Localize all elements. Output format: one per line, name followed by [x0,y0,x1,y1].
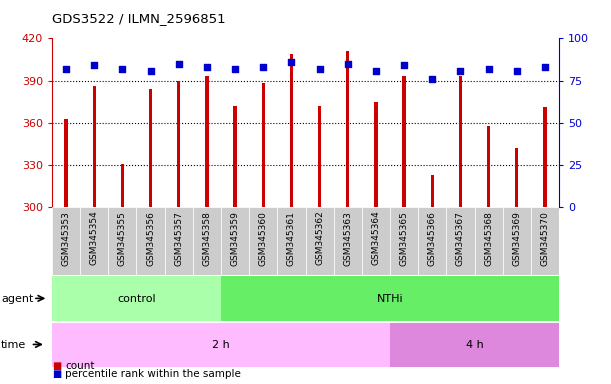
Point [512,68,522,74]
Text: GSM345353: GSM345353 [62,211,70,266]
Bar [318,106,321,207]
Text: count: count [65,361,95,371]
Text: GSM345370: GSM345370 [541,211,549,266]
Bar [515,148,519,207]
Bar [233,106,236,207]
Text: control: control [117,293,156,304]
Text: percentile rank within the sample: percentile rank within the sample [65,369,241,379]
Text: GSM345363: GSM345363 [343,211,353,266]
Point [258,64,268,70]
Point [428,76,437,82]
Bar [543,108,547,207]
Point [399,62,409,68]
Point [343,61,353,67]
Text: GSM345356: GSM345356 [146,211,155,266]
Bar [390,323,559,367]
Bar [431,175,434,207]
Text: GSM345360: GSM345360 [258,211,268,266]
Bar [503,207,531,275]
Point [540,64,550,70]
Bar [193,207,221,275]
Point [230,66,240,72]
Point [89,62,99,68]
Text: GSM345368: GSM345368 [484,211,493,266]
Bar [346,51,349,207]
Bar [52,207,80,275]
Bar [249,207,277,275]
Text: GSM345359: GSM345359 [230,211,240,266]
Bar [447,207,475,275]
Bar [149,89,152,207]
Bar [334,207,362,275]
Bar [205,76,208,207]
Text: GSM345355: GSM345355 [118,211,127,266]
Bar [375,102,378,207]
Point [145,68,155,74]
Text: GSM345357: GSM345357 [174,211,183,266]
Bar [92,86,96,207]
Text: ■: ■ [52,361,61,371]
Bar [262,83,265,207]
Bar [221,207,249,275]
Bar [403,76,406,207]
Text: GDS3522 / ILMN_2596851: GDS3522 / ILMN_2596851 [52,12,225,25]
Text: 4 h: 4 h [466,339,483,350]
Bar [164,207,193,275]
Bar [418,207,447,275]
Bar [459,76,462,207]
Bar [290,54,293,207]
Text: GSM345362: GSM345362 [315,211,324,265]
Text: agent: agent [1,293,34,304]
Bar [52,276,221,321]
Point [174,61,184,67]
Bar [108,207,136,275]
Point [484,66,494,72]
Bar [177,81,180,207]
Text: 2 h: 2 h [212,339,230,350]
Point [456,68,466,74]
Bar [487,126,490,207]
Text: GSM345369: GSM345369 [512,211,521,266]
Bar [277,207,306,275]
Bar [306,207,334,275]
Bar [221,276,559,321]
Bar [136,207,164,275]
Point [287,59,296,65]
Text: GSM345361: GSM345361 [287,211,296,266]
Text: GSM345364: GSM345364 [371,211,381,265]
Point [315,66,324,72]
Bar [390,207,418,275]
Bar [531,207,559,275]
Text: GSM345354: GSM345354 [90,211,99,265]
Text: GSM345358: GSM345358 [202,211,211,266]
Text: NTHi: NTHi [377,293,403,304]
Bar [52,323,390,367]
Text: time: time [1,339,26,350]
Text: ■: ■ [52,369,61,379]
Bar [121,164,124,207]
Text: GSM345366: GSM345366 [428,211,437,266]
Point [371,68,381,74]
Bar [80,207,108,275]
Text: GSM345365: GSM345365 [400,211,409,266]
Point [61,66,71,72]
Point [117,66,127,72]
Bar [475,207,503,275]
Bar [64,119,68,207]
Point [202,64,212,70]
Text: GSM345367: GSM345367 [456,211,465,266]
Bar [362,207,390,275]
